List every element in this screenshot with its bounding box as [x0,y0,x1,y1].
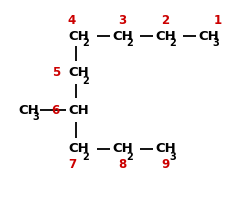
Text: 5: 5 [52,67,60,80]
Text: CH: CH [198,30,219,42]
Text: CH: CH [112,30,133,42]
Text: CH: CH [68,67,89,80]
Text: CH: CH [18,103,39,116]
Text: 8: 8 [118,157,126,171]
Text: CH: CH [155,30,176,42]
Text: 6: 6 [51,103,59,116]
Text: 2: 2 [82,152,89,162]
Text: 3: 3 [212,39,219,49]
Text: 4: 4 [68,14,76,28]
Text: CH: CH [68,30,89,42]
Text: CH: CH [112,143,133,155]
Text: 2: 2 [161,14,169,28]
Text: 9: 9 [161,157,169,171]
Text: 3: 3 [118,14,126,28]
Text: 3: 3 [170,152,176,162]
Text: CH: CH [68,143,89,155]
Text: 2: 2 [82,75,89,85]
Text: 7: 7 [68,157,76,171]
Text: 2: 2 [170,39,176,49]
Text: 1: 1 [214,14,222,28]
Text: 2: 2 [82,39,89,49]
Text: CH: CH [155,143,176,155]
Text: CH: CH [68,103,89,116]
Text: 3: 3 [32,112,39,122]
Text: 2: 2 [126,152,133,162]
Text: 2: 2 [126,39,133,49]
